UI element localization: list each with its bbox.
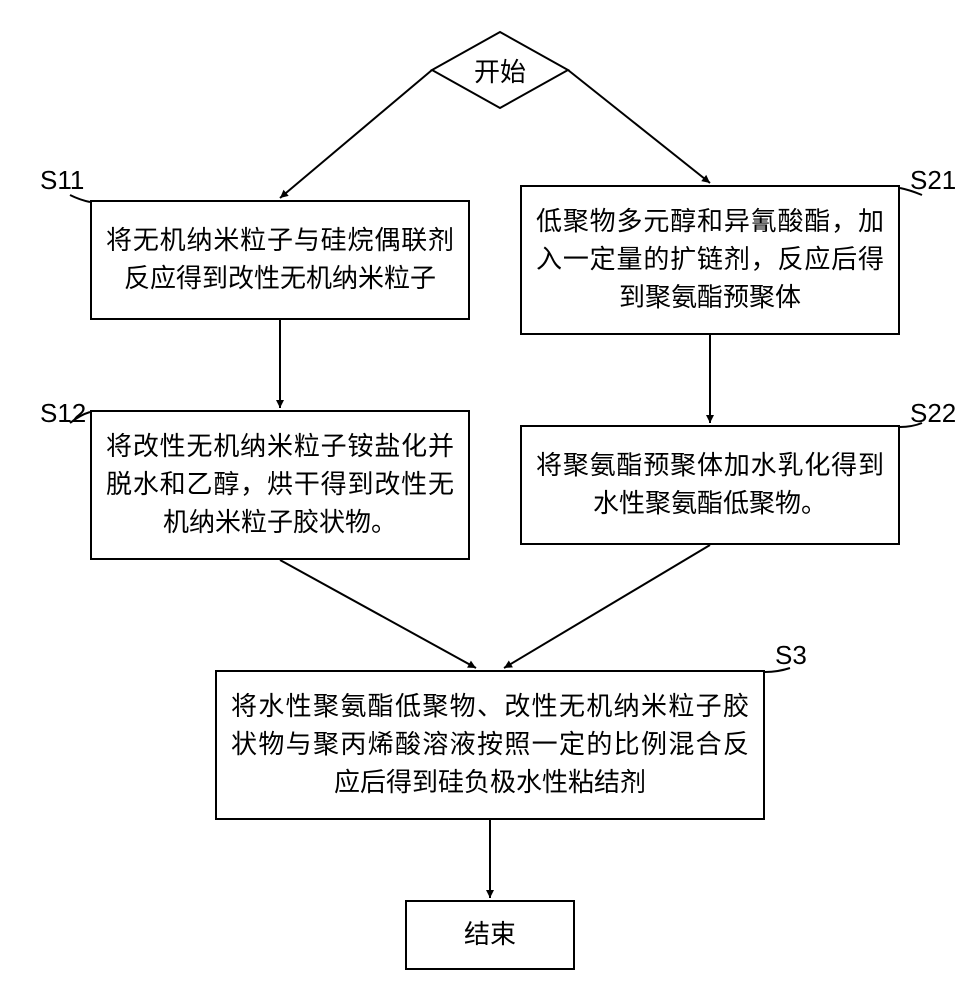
box-s12: 将改性无机纳米粒子铵盐化并脱水和乙醇，烘干得到改性无机纳米粒子胶状物。: [90, 410, 470, 560]
box-s22-text: 将聚氨酯预聚体加水乳化得到水性聚氨酯低聚物。: [536, 447, 884, 522]
label-s12: S12: [40, 398, 86, 429]
end-label: 结束: [464, 916, 516, 954]
box-s3: 将水性聚氨酯低聚物、改性无机纳米粒子胶状物与聚丙烯酸溶液按照一定的比例混合反应后…: [215, 670, 765, 820]
start-node: 开始: [430, 30, 570, 110]
box-s21: 低聚物多元醇和异氰酸酯，加入一定量的扩链剂，反应后得到聚氨酯预聚体: [520, 185, 900, 335]
label-s11: S11: [40, 165, 84, 196]
label-s21: S21: [910, 165, 956, 196]
label-s22: S22: [910, 398, 956, 429]
end-node: 结束: [405, 900, 575, 970]
box-s21-text: 低聚物多元醇和异氰酸酯，加入一定量的扩链剂，反应后得到聚氨酯预聚体: [536, 203, 884, 316]
box-s3-text: 将水性聚氨酯低聚物、改性无机纳米粒子胶状物与聚丙烯酸溶液按照一定的比例混合反应后…: [231, 688, 749, 801]
box-s11-text: 将无机纳米粒子与硅烷偶联剂反应得到改性无机纳米粒子: [106, 222, 454, 297]
label-s3: S3: [775, 640, 807, 671]
box-s11: 将无机纳米粒子与硅烷偶联剂反应得到改性无机纳米粒子: [90, 200, 470, 320]
start-label: 开始: [430, 30, 570, 110]
box-s12-text: 将改性无机纳米粒子铵盐化并脱水和乙醇，烘干得到改性无机纳米粒子胶状物。: [106, 428, 454, 541]
box-s22: 将聚氨酯预聚体加水乳化得到水性聚氨酯低聚物。: [520, 425, 900, 545]
